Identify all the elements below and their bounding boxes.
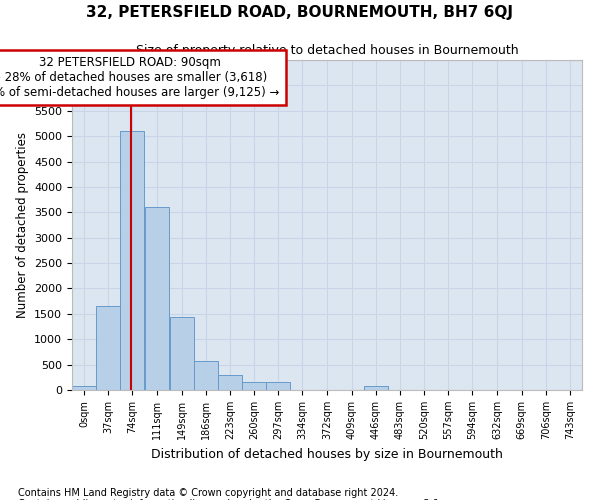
Y-axis label: Number of detached properties: Number of detached properties bbox=[16, 132, 29, 318]
Text: 32 PETERSFIELD ROAD: 90sqm
← 28% of detached houses are smaller (3,618)
71% of s: 32 PETERSFIELD ROAD: 90sqm ← 28% of deta… bbox=[0, 56, 280, 100]
Bar bbox=[364, 386, 388, 390]
Bar bbox=[145, 207, 169, 390]
Text: Contains HM Land Registry data © Crown copyright and database right 2024.: Contains HM Land Registry data © Crown c… bbox=[18, 488, 398, 498]
Bar bbox=[170, 318, 194, 390]
Bar bbox=[242, 382, 266, 390]
Bar bbox=[266, 382, 290, 390]
Bar bbox=[121, 131, 145, 390]
Bar bbox=[194, 360, 218, 390]
Bar bbox=[96, 306, 120, 390]
X-axis label: Distribution of detached houses by size in Bournemouth: Distribution of detached houses by size … bbox=[151, 448, 503, 460]
Bar bbox=[218, 375, 242, 390]
Text: 32, PETERSFIELD ROAD, BOURNEMOUTH, BH7 6QJ: 32, PETERSFIELD ROAD, BOURNEMOUTH, BH7 6… bbox=[86, 5, 514, 20]
Bar bbox=[72, 386, 96, 390]
Text: Contains public sector information licensed under the Open Government Licence v3: Contains public sector information licen… bbox=[18, 499, 442, 500]
Title: Size of property relative to detached houses in Bournemouth: Size of property relative to detached ho… bbox=[136, 44, 518, 58]
